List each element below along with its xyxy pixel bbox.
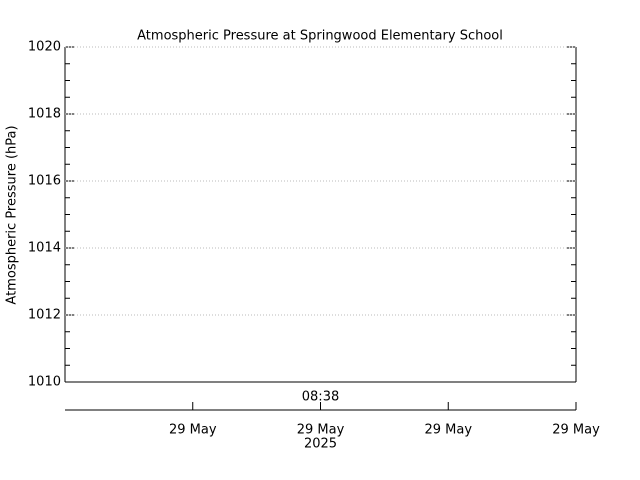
x-tick-label: 29 May [297,423,345,438]
y-tick-label: 1014 [28,241,61,256]
y-tick-label: 1010 [28,375,61,390]
x-tick-label: 29 May [169,423,217,438]
y-tick-label: 1016 [28,174,61,189]
x-year-annotation: 2025 [304,437,337,452]
y-tick-label: 1020 [28,40,61,55]
x-tick-label: 29 May [424,423,472,438]
y-tick-label: 1018 [28,107,61,122]
x-tick-label: 29 May [552,423,600,438]
y-axis-label: Atmospheric Pressure (hPa) [5,125,20,304]
y-tick-label: 1012 [28,308,61,323]
x-time-annotation: 08:38 [302,390,339,405]
chart-title: Atmospheric Pressure at Springwood Eleme… [137,29,503,44]
